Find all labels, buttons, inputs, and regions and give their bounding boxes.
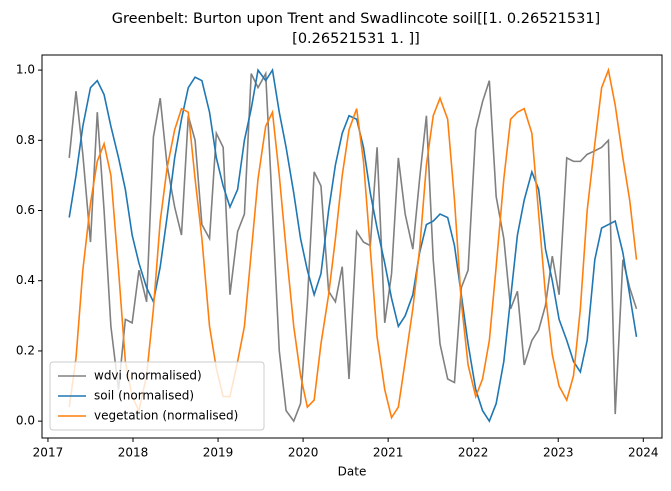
y-tick-label: 0.0	[16, 414, 35, 428]
x-tick-label: 2024	[628, 446, 659, 460]
chart-title: [0.26521531 1. ]]	[292, 31, 420, 47]
y-tick-label: 0.4	[16, 273, 35, 287]
x-tick-label: 2017	[33, 446, 64, 460]
x-tick-label: 2020	[288, 446, 319, 460]
x-tick-label: 2018	[118, 446, 149, 460]
y-tick-label: 1.0	[16, 63, 35, 77]
chart-title: Greenbelt: Burton upon Trent and Swadlin…	[112, 11, 600, 27]
legend-label: wdvi (normalised)	[94, 369, 202, 383]
x-tick-label: 2022	[458, 446, 489, 460]
legend: wdvi (normalised) soil (normalised) vegeta…	[49, 361, 265, 431]
series-line	[68, 67, 638, 420]
plot-frame	[41, 54, 663, 439]
y-tick-label: 0.8	[16, 133, 35, 147]
y-tick-label: 0.2	[16, 343, 35, 357]
x-axis-label: Date	[338, 465, 367, 479]
legend-label: vegetation (normalised)	[94, 409, 238, 423]
x-tick-label: 2023	[543, 446, 574, 460]
x-tick-label: 2019	[203, 446, 234, 460]
y-tick-label: 0.6	[16, 203, 35, 217]
x-tick-label: 2021	[373, 446, 404, 460]
series-line	[68, 70, 638, 423]
legend-box	[49, 361, 265, 431]
legend-label: soil (normalised)	[94, 389, 194, 403]
